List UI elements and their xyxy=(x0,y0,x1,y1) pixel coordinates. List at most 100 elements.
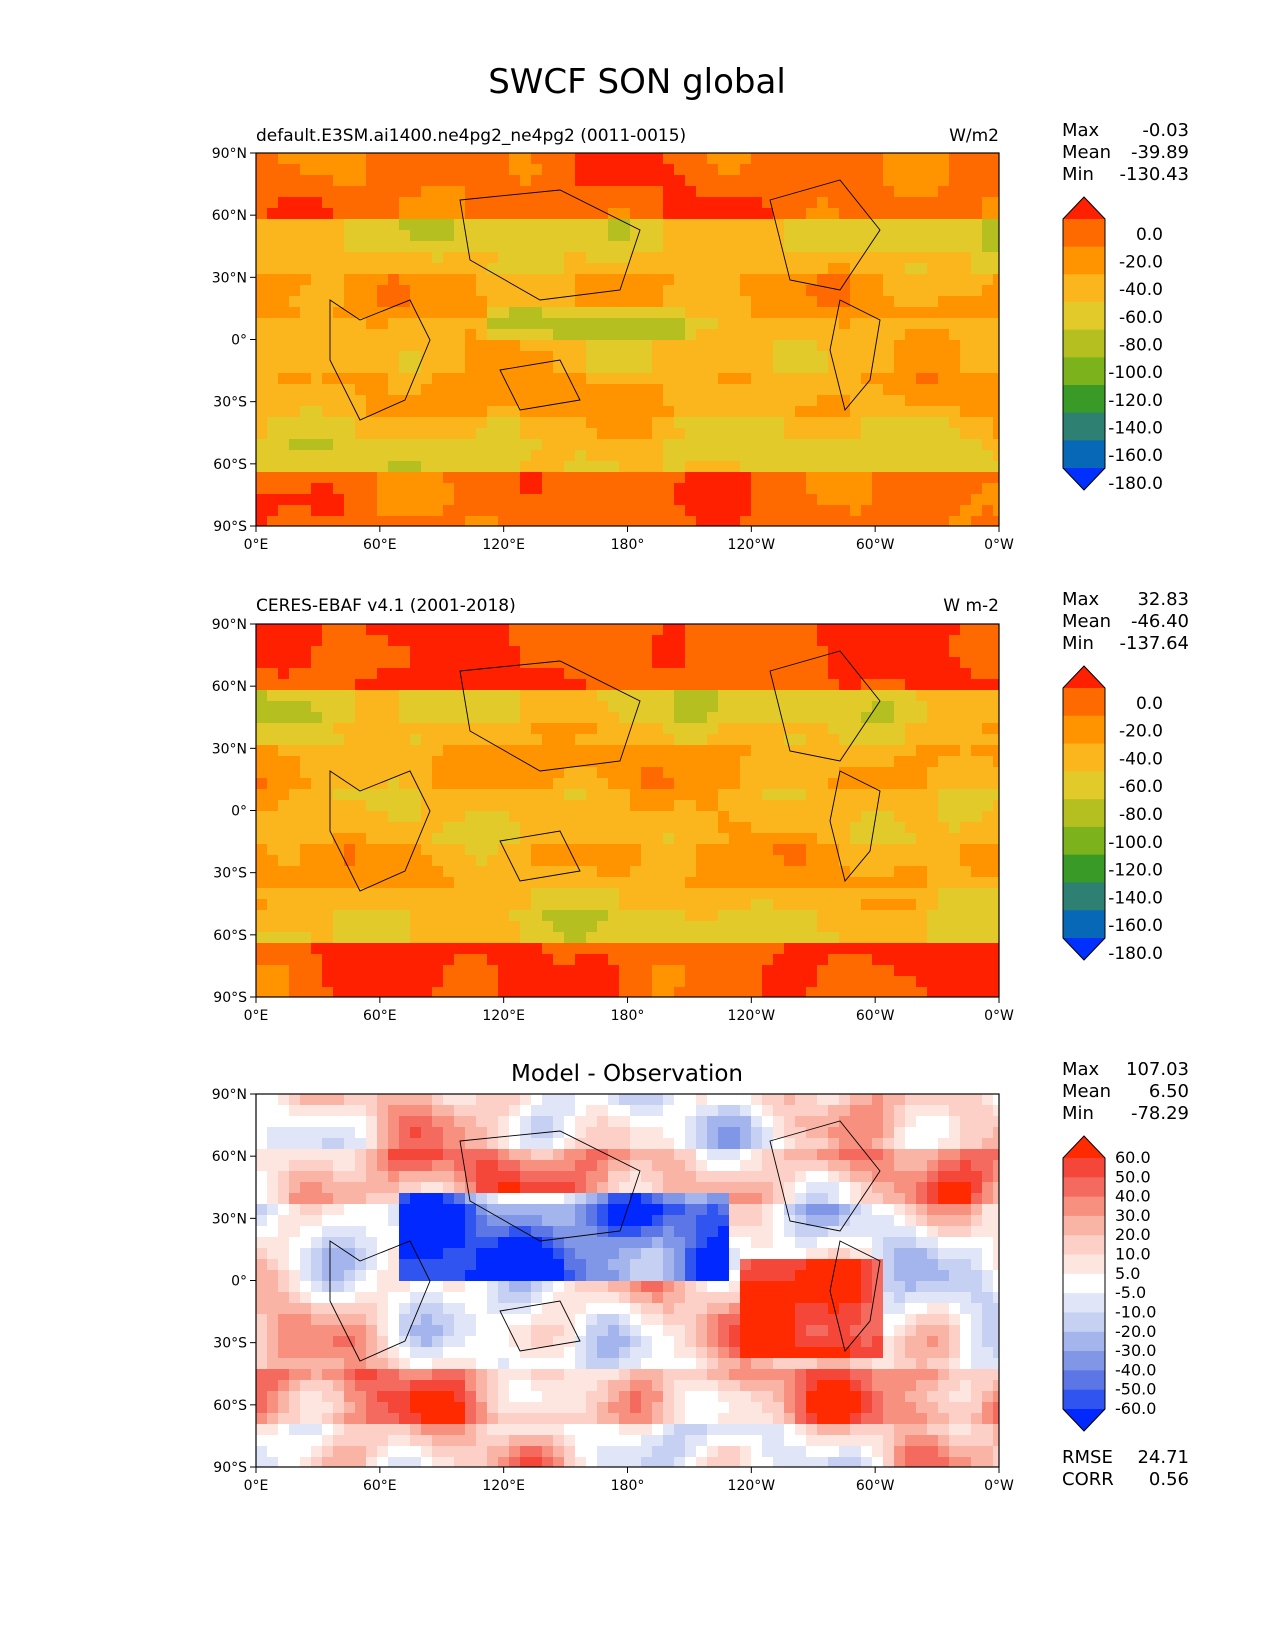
map-cell xyxy=(267,230,279,242)
map-cell xyxy=(454,186,466,198)
map-cell xyxy=(267,439,279,451)
map-cell xyxy=(795,723,807,735)
map-cell xyxy=(949,635,961,647)
map-cell xyxy=(762,384,774,396)
map-cell xyxy=(872,175,884,187)
map-cell xyxy=(905,855,917,867)
map-cell xyxy=(289,241,301,253)
map-cell xyxy=(850,767,862,779)
map-cell xyxy=(443,1094,455,1106)
map-cell xyxy=(982,362,994,374)
map-cell xyxy=(498,472,510,484)
map-cell xyxy=(344,219,356,231)
map-cell xyxy=(795,362,807,374)
map-cell xyxy=(256,921,268,933)
map-cell xyxy=(333,406,345,418)
map-cell xyxy=(542,899,554,911)
map-cell xyxy=(388,263,400,275)
map-cell xyxy=(377,712,389,724)
map-cell xyxy=(553,197,565,209)
map-cell xyxy=(674,472,686,484)
map-cell xyxy=(641,987,653,997)
map-cell xyxy=(333,516,345,526)
map-cell xyxy=(663,734,675,746)
map-cell xyxy=(619,186,631,198)
map-cell xyxy=(773,483,785,495)
map-cell xyxy=(916,712,928,724)
map-cell xyxy=(894,734,906,746)
map-cell xyxy=(520,943,532,955)
map-cell xyxy=(498,1127,510,1139)
map-cell xyxy=(905,767,917,779)
map-cell xyxy=(465,219,477,231)
map-cell xyxy=(861,241,873,253)
map-cell xyxy=(696,910,708,922)
map-cell xyxy=(971,406,983,418)
map-cell xyxy=(399,657,411,669)
map-cell xyxy=(465,384,477,396)
map-cell xyxy=(509,263,521,275)
map-cell xyxy=(751,263,763,275)
map-cell xyxy=(949,296,961,308)
map-cell xyxy=(542,778,554,790)
map-cell xyxy=(344,208,356,220)
map-cell xyxy=(465,428,477,440)
map-cell xyxy=(476,505,488,517)
map-cell xyxy=(366,483,378,495)
panel-model-stats: Max -0.03 Mean -39.89 Min -130.43 xyxy=(1062,120,1189,185)
map-cell xyxy=(366,175,378,187)
map-cell xyxy=(487,789,499,801)
map-cell xyxy=(773,976,785,988)
map-cell xyxy=(861,494,873,506)
map-cell xyxy=(806,483,818,495)
map-cell xyxy=(531,329,543,341)
map-cell xyxy=(960,263,972,275)
map-cell xyxy=(784,899,796,911)
map-cell xyxy=(806,197,818,209)
map-cell xyxy=(828,516,840,526)
lon-tick-label: 0°E xyxy=(244,537,269,553)
map-cell xyxy=(487,811,499,823)
map-cell xyxy=(993,822,999,834)
map-cell xyxy=(388,362,400,374)
map-cell xyxy=(553,439,565,451)
map-cell xyxy=(531,285,543,297)
map-cell xyxy=(520,395,532,407)
map-cell xyxy=(795,483,807,495)
map-cell xyxy=(553,175,565,187)
map-cell xyxy=(443,1116,455,1128)
map-cell xyxy=(619,888,631,900)
map-cell xyxy=(795,197,807,209)
map-cell xyxy=(839,406,851,418)
map-cell xyxy=(377,274,389,286)
stat-max-value: 32.83 xyxy=(1137,589,1189,610)
map-cell xyxy=(828,1116,840,1128)
map-cell xyxy=(850,910,862,922)
map-cell xyxy=(509,340,521,352)
map-cell xyxy=(762,987,774,997)
colorbar-segment xyxy=(1063,910,1105,939)
panel-diff-title: Model - Observation xyxy=(511,1061,743,1087)
panel-obs-lon-axis: 0°E 60°E 120°E 180° 120°W 60°W 0°W xyxy=(244,997,1014,1024)
map-cell xyxy=(421,657,433,669)
map-cell xyxy=(872,340,884,352)
map-cell xyxy=(839,274,851,286)
map-cell xyxy=(487,516,499,526)
map-cell xyxy=(443,362,455,374)
map-cell xyxy=(366,888,378,900)
map-cell xyxy=(531,417,543,429)
map-cell xyxy=(520,921,532,933)
map-cell xyxy=(872,164,884,176)
map-cell xyxy=(993,778,999,790)
map-cell xyxy=(993,219,999,231)
map-cell xyxy=(872,1105,884,1117)
map-cell xyxy=(894,778,906,790)
map-cell xyxy=(828,1094,840,1106)
map-cell xyxy=(476,395,488,407)
map-cell xyxy=(762,351,774,363)
map-cell xyxy=(399,494,411,506)
map-cell xyxy=(443,690,455,702)
map-field xyxy=(256,153,999,526)
map-cell xyxy=(652,439,664,451)
map-cell xyxy=(740,483,752,495)
